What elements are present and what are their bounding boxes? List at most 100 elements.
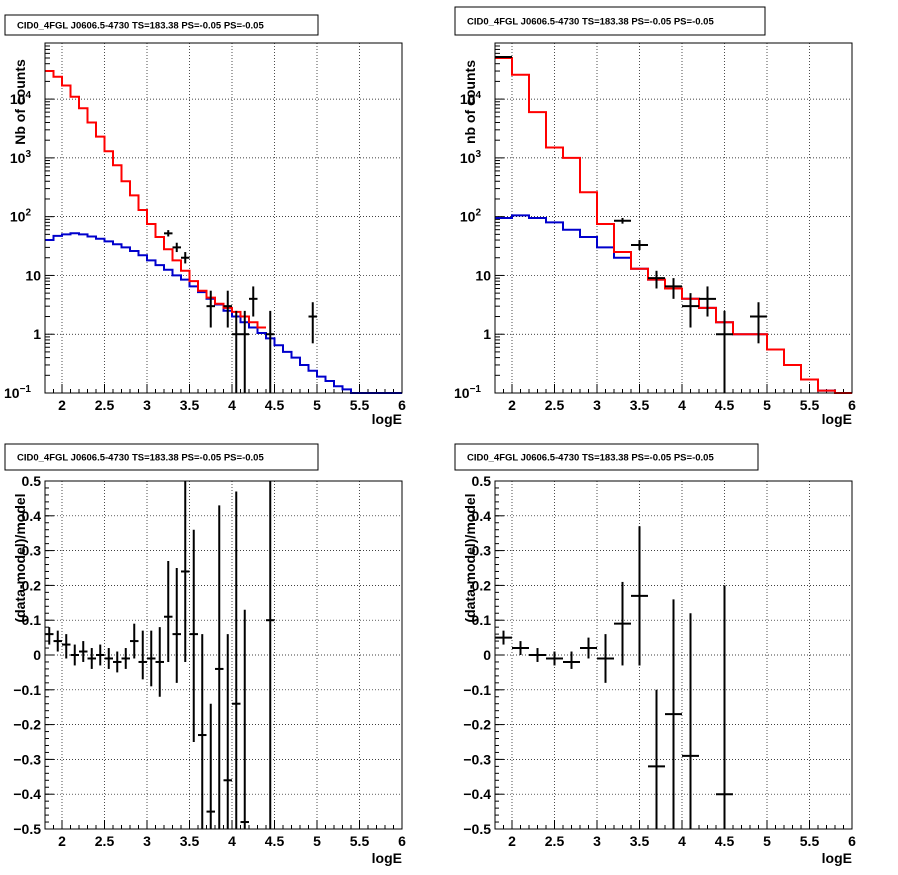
- data-point: [181, 481, 190, 662]
- y-tick-label: −0.2: [13, 717, 41, 733]
- data-point: [147, 630, 156, 687]
- chart-panel-3: CID0_4FGL J0606.5-4730 TS=183.38 PS=-0.0…: [4, 443, 406, 866]
- y-tick-label: 10: [25, 267, 41, 283]
- y-tick-exponent: 4: [25, 90, 31, 101]
- y-tick-label: −0.5: [463, 821, 491, 837]
- y-tick-label: −0.1: [13, 682, 41, 698]
- y-tick-label: −0.4: [463, 786, 491, 802]
- data-point: [682, 613, 699, 829]
- x-axis-label: logE: [372, 850, 402, 866]
- y-tick-base: 10: [4, 385, 20, 401]
- y-tick-label: 0: [483, 647, 491, 663]
- x-tick-label: 5: [763, 397, 771, 413]
- data-point: [716, 310, 733, 393]
- plot-frame: [44, 480, 403, 830]
- data-point: [266, 481, 275, 829]
- chart-title: CID0_4FGL J0606.5-4730 TS=183.38 PS=-0.0…: [17, 453, 264, 464]
- data-point: [164, 230, 173, 237]
- x-tick-label: 6: [398, 833, 406, 849]
- histogram-series-1: [495, 214, 852, 394]
- x-tick-label: 5.5: [800, 833, 820, 849]
- x-tick-label: 3: [143, 833, 151, 849]
- x-tick-label: 2: [508, 397, 516, 413]
- data-point: [631, 526, 648, 666]
- x-axis-label: logE: [822, 411, 852, 427]
- data-point: [495, 56, 512, 59]
- x-tick-label: 2: [58, 833, 66, 849]
- data-point: [665, 278, 682, 299]
- y-tick-exponent: 3: [25, 149, 31, 160]
- y-tick-label: 10−1: [4, 384, 31, 401]
- y-tick-exponent: −1: [470, 384, 482, 395]
- y-tick-label: 0.3: [22, 543, 42, 559]
- data-point: [172, 568, 181, 683]
- data-point: [648, 270, 665, 289]
- x-tick-label: 4.5: [715, 833, 735, 849]
- y-axis-label: (data-model)/model: [462, 493, 478, 622]
- data-point: [512, 641, 529, 655]
- y-axis-label: nb of counts: [462, 60, 478, 144]
- data-point: [529, 648, 546, 662]
- data-point: [682, 293, 699, 328]
- x-tick-label: 6: [848, 833, 856, 849]
- chart-title-box: [454, 6, 766, 36]
- data-point: [45, 627, 54, 645]
- x-tick-label: 3.5: [630, 397, 650, 413]
- data-point: [113, 651, 122, 673]
- x-tick-label: 4.5: [265, 397, 285, 413]
- chart-title: CID0_4FGL J0606.5-4730 TS=183.38 PS=-0.0…: [17, 21, 264, 32]
- y-tick-label: 103: [10, 149, 32, 166]
- data-point: [597, 634, 614, 683]
- chart-panel-2: CID0_4FGL J0606.5-4730 TS=183.38 PS=-0.0…: [454, 6, 856, 427]
- data-point: [198, 634, 207, 829]
- y-tick-label: 0.2: [22, 577, 42, 593]
- plot-frame: [44, 42, 403, 394]
- y-tick-label: 102: [10, 208, 32, 225]
- y-tick-label: 104: [10, 90, 32, 107]
- chart-panel-4: CID0_4FGL J0606.5-4730 TS=183.38 PS=-0.0…: [454, 443, 856, 866]
- chart-title: CID0_4FGL J0606.5-4730 TS=183.38 PS=-0.0…: [467, 17, 714, 28]
- y-tick-label: 103: [460, 149, 482, 166]
- x-tick-label: 5.5: [350, 397, 370, 413]
- data-point: [232, 491, 241, 829]
- data-point: [266, 310, 275, 393]
- y-tick-label: 0.5: [472, 473, 492, 489]
- data-point: [614, 217, 631, 224]
- y-tick-label: −0.3: [13, 751, 41, 767]
- data-point: [53, 630, 62, 652]
- data-point: [138, 630, 147, 680]
- data-point: [563, 651, 580, 669]
- data-point: [249, 286, 258, 317]
- y-tick-label: −0.1: [463, 682, 491, 698]
- histogram-series-2: [45, 70, 266, 329]
- x-tick-label: 3: [593, 833, 601, 849]
- y-tick-exponent: 4: [475, 90, 481, 101]
- data-point: [87, 648, 96, 669]
- data-point: [232, 310, 241, 393]
- x-tick-label: 5.5: [350, 833, 370, 849]
- y-tick-base: 10: [460, 150, 476, 166]
- data-point: [240, 609, 249, 829]
- x-tick-label: 2: [58, 397, 66, 413]
- data-point: [155, 627, 164, 697]
- y-axis-label: (data-model)/model: [12, 493, 28, 622]
- data-point: [699, 286, 716, 317]
- x-tick-label: 2.5: [545, 397, 565, 413]
- y-tick-label: 0.1: [472, 612, 492, 628]
- y-tick-base: 10: [10, 209, 26, 225]
- x-tick-label: 3.5: [630, 833, 650, 849]
- y-tick-label: −0.5: [13, 821, 41, 837]
- chart-panel-1: CID0_4FGL J0606.5-4730 TS=183.38 PS=-0.0…: [4, 14, 406, 427]
- y-tick-label: −0.4: [13, 786, 41, 802]
- data-point: [240, 310, 249, 393]
- y-tick-label: 0.3: [472, 543, 492, 559]
- y-tick-label: 10−1: [454, 384, 481, 401]
- y-tick-label: 0: [33, 647, 41, 663]
- y-tick-label: 0.4: [22, 508, 42, 524]
- data-point: [223, 634, 232, 829]
- x-tick-label: 3: [593, 397, 601, 413]
- x-tick-label: 5: [313, 833, 321, 849]
- x-tick-label: 4.5: [265, 833, 285, 849]
- data-point: [648, 689, 665, 829]
- x-tick-label: 3: [143, 397, 151, 413]
